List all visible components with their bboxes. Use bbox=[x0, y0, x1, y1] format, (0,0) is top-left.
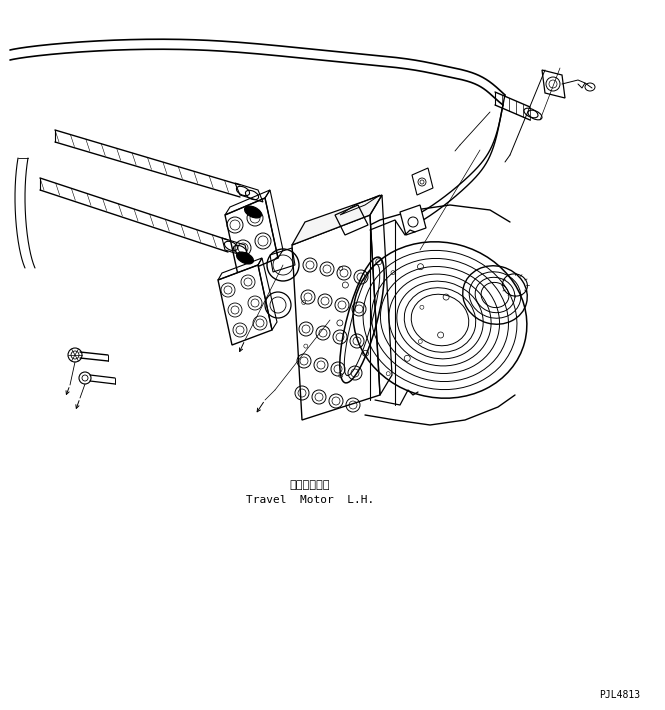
Polygon shape bbox=[542, 70, 565, 98]
Polygon shape bbox=[292, 215, 380, 420]
Polygon shape bbox=[400, 205, 426, 235]
Text: 走行モータ左: 走行モータ左 bbox=[290, 480, 331, 490]
Polygon shape bbox=[218, 265, 272, 345]
Text: PJL4813: PJL4813 bbox=[599, 690, 640, 700]
Polygon shape bbox=[225, 198, 278, 275]
Ellipse shape bbox=[245, 206, 261, 218]
Polygon shape bbox=[292, 195, 382, 245]
Text: Travel  Motor  L.H.: Travel Motor L.H. bbox=[246, 495, 374, 505]
Ellipse shape bbox=[237, 252, 253, 264]
